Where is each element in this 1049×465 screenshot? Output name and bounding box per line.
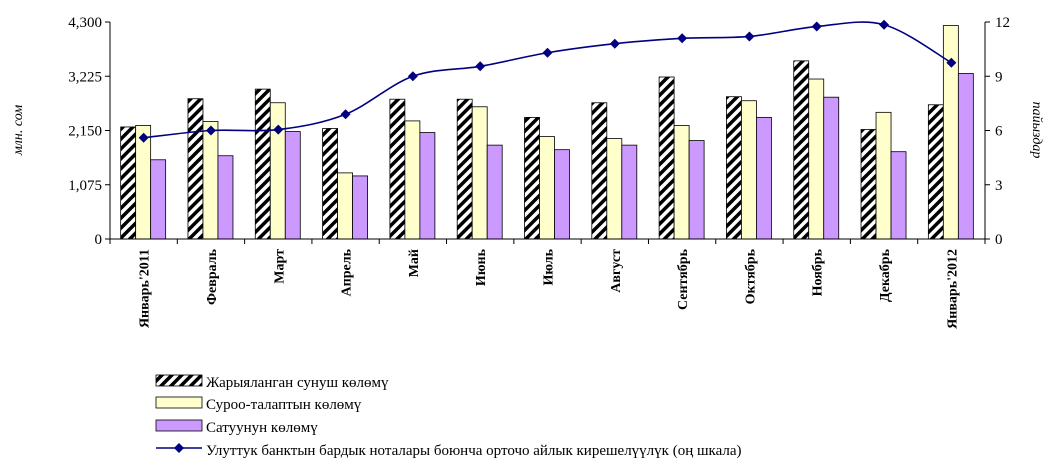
bar-s2-6 bbox=[471, 106, 488, 240]
bar-s2-2 bbox=[202, 121, 219, 240]
line-point-4 bbox=[340, 109, 351, 120]
bar-s1-7 bbox=[524, 116, 540, 240]
left-tick-label: 2,150 bbox=[68, 124, 102, 140]
line-point-5 bbox=[407, 71, 418, 82]
legend-label-3: Сатуунун көлөмү bbox=[206, 420, 318, 436]
bar-s3-2 bbox=[217, 155, 234, 240]
legend-marker-yield bbox=[174, 443, 184, 453]
line-point-10 bbox=[744, 31, 755, 42]
bar-s2-9 bbox=[673, 125, 690, 240]
category-label: Ноябрь bbox=[811, 248, 826, 296]
right-tick-label: 6 bbox=[995, 124, 1003, 140]
line-point-1 bbox=[138, 132, 149, 143]
bar-s1-1 bbox=[120, 126, 137, 240]
bar-s1-12 bbox=[860, 129, 877, 240]
bar-s1-8 bbox=[591, 102, 608, 240]
bar-s2-7 bbox=[539, 136, 555, 240]
bar-s3-13 bbox=[957, 73, 974, 240]
left-tick-label: 3,225 bbox=[68, 69, 102, 85]
bar-s1-11 bbox=[793, 60, 810, 240]
bar-s2-13 bbox=[942, 25, 959, 240]
bar-s2-5 bbox=[404, 120, 421, 240]
bar-s3-7 bbox=[554, 149, 570, 240]
category-label: Апрель bbox=[340, 248, 355, 296]
left-tick-label: 1,075 bbox=[68, 178, 102, 194]
category-label: Январь'2012 bbox=[945, 249, 960, 329]
bar-s1-4 bbox=[322, 128, 338, 240]
category-label: Январь'2011 bbox=[138, 249, 153, 328]
line-point-13 bbox=[946, 57, 957, 68]
bar-s2-12 bbox=[875, 111, 892, 240]
left-tick-label: 4,300 bbox=[68, 15, 102, 31]
category-label: Июль bbox=[542, 248, 557, 285]
line-point-8 bbox=[609, 38, 620, 49]
right-tick-label: 9 bbox=[995, 69, 1003, 85]
bar-s3-11 bbox=[823, 96, 840, 240]
right-tick-label: 12 bbox=[995, 15, 1010, 31]
line-layer bbox=[138, 19, 957, 143]
line-point-9 bbox=[677, 33, 688, 44]
line-point-11 bbox=[811, 21, 822, 32]
bar-s3-12 bbox=[890, 151, 907, 240]
bar-s3-1 bbox=[150, 159, 167, 240]
bar-s1-13 bbox=[927, 104, 944, 240]
bar-s3-6 bbox=[486, 144, 503, 240]
y-axis-title: млн. сом bbox=[11, 105, 26, 156]
line-point-7 bbox=[542, 47, 553, 58]
legend-swatch-supply bbox=[155, 374, 203, 387]
category-label: Сентябрь bbox=[676, 248, 691, 310]
bar-s3-10 bbox=[756, 116, 772, 240]
category-label: Февраль bbox=[205, 248, 220, 305]
legend: Жарыяланган сунуш көлөмү Суроо-талаптын к… bbox=[155, 374, 742, 459]
left-tick-label: 0 bbox=[95, 232, 103, 248]
bar-s2-1 bbox=[135, 125, 152, 240]
right-tick-label: 0 bbox=[995, 232, 1003, 248]
bar-s1-3 bbox=[254, 88, 271, 240]
axes-layer: 0 1,075 2,150 3,225 4,300 0 3 6 9 12 Январь'2011 Фе… bbox=[11, 15, 1044, 329]
legend-label-2: Суроо-талаптын көлөмү bbox=[206, 397, 362, 413]
line-point-6 bbox=[475, 61, 486, 72]
category-label: Март bbox=[272, 249, 287, 284]
category-label: Август bbox=[609, 249, 624, 293]
line-point-2 bbox=[205, 125, 216, 136]
line-point-3 bbox=[273, 124, 284, 135]
category-label: Октябрь bbox=[743, 248, 758, 304]
bar-s3-8 bbox=[621, 144, 638, 240]
bar-s3-3 bbox=[284, 131, 301, 240]
category-label: Май bbox=[407, 249, 422, 277]
y2-axis-title: пайыздар bbox=[1029, 102, 1044, 159]
bar-s1-10 bbox=[726, 96, 742, 240]
bar-s2-10 bbox=[741, 100, 757, 240]
bar-s2-4 bbox=[337, 172, 353, 240]
bars-layer bbox=[120, 25, 974, 240]
legend-label-1: Жарыяланган сунуш көлөмү bbox=[206, 375, 389, 391]
bar-s2-3 bbox=[269, 102, 286, 240]
line-point-12 bbox=[879, 19, 890, 30]
legend-swatch-sales bbox=[155, 419, 203, 432]
bar-s1-5 bbox=[389, 98, 406, 240]
bar-s1-9 bbox=[658, 76, 675, 240]
bar-s1-6 bbox=[456, 98, 473, 240]
legend-label-4: Улуттук банктын бардык ноталары боюнча о… bbox=[206, 443, 742, 459]
bar-s2-11 bbox=[808, 78, 825, 240]
bar-s2-8 bbox=[606, 138, 623, 240]
legend-swatch-demand bbox=[155, 396, 203, 409]
category-label: Декабрь bbox=[878, 248, 893, 302]
bar-s3-9 bbox=[688, 140, 705, 240]
bar-s1-2 bbox=[187, 98, 204, 240]
bar-s3-5 bbox=[419, 132, 436, 240]
category-label: Июнь bbox=[474, 248, 489, 286]
bar-s3-4 bbox=[352, 175, 368, 240]
right-tick-label: 3 bbox=[995, 178, 1003, 194]
